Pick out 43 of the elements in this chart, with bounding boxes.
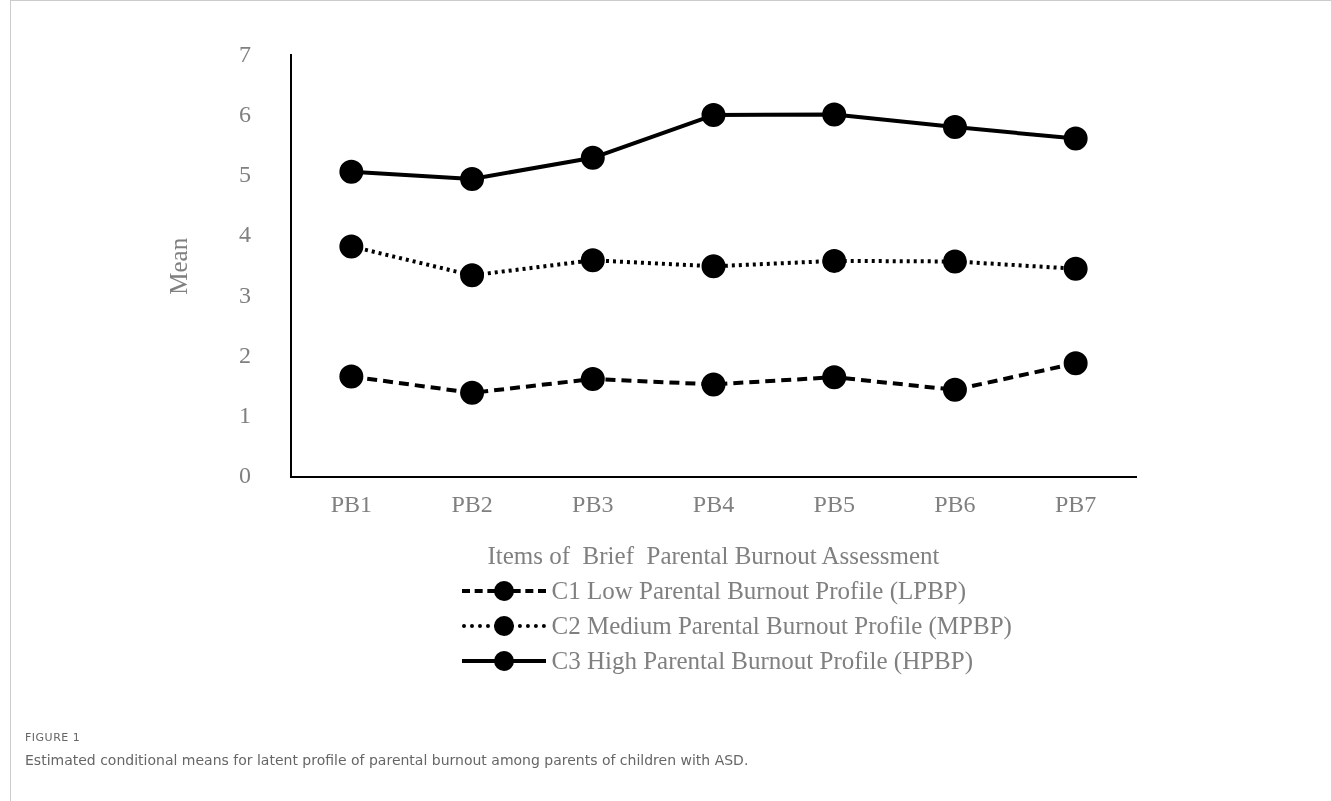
y-tick-label: 5 — [239, 161, 251, 188]
y-tick-label: 3 — [239, 281, 251, 308]
x-tick-label: PB4 — [692, 490, 735, 517]
y-tick-label: 1 — [239, 402, 251, 429]
point — [460, 166, 485, 191]
point — [942, 249, 967, 274]
point — [701, 254, 726, 279]
x-tick-label: PB1 — [330, 490, 373, 517]
caption: FIGURE 1 — [25, 731, 82, 744]
y-tick-label: 6 — [239, 100, 251, 127]
point — [1063, 126, 1088, 151]
y-axis-title: Mean — [164, 237, 192, 295]
x-tick-label: PB3 — [572, 490, 614, 517]
y-tick-label: 7 — [239, 40, 251, 67]
point — [942, 377, 967, 402]
point — [1063, 256, 1088, 281]
point — [822, 248, 847, 273]
point — [580, 366, 605, 391]
point — [822, 365, 847, 390]
point — [339, 159, 364, 184]
point — [1063, 351, 1088, 376]
point — [580, 145, 605, 170]
point — [580, 248, 605, 273]
point — [460, 380, 485, 405]
point — [460, 263, 485, 288]
y-tick-label: 2 — [239, 341, 251, 368]
point — [701, 103, 726, 128]
point — [701, 372, 726, 397]
y-tick-label: 0 — [239, 462, 251, 489]
x-axis-title: Items of Brief Parental Burnout Assessment — [487, 541, 940, 569]
point — [942, 115, 967, 140]
legend-label: C3 High Parental Burnout Profile (HPBP) — [551, 646, 974, 675]
x-tick-label: PB5 — [813, 490, 855, 517]
legend-label: C2 Medium Parental Burnout Profile (MPBP) — [551, 611, 1012, 640]
x-tick-label: PB6 — [934, 490, 976, 517]
point — [339, 364, 364, 389]
text: Estimated conditional means for latent profile of parental burnout among parents of children with ASD. — [25, 752, 749, 768]
x-tick-label: PB7 — [1054, 490, 1097, 517]
legend-label: C1 Low Parental Burnout Profile (LPBP) — [551, 576, 967, 605]
y-tick-label: 4 — [239, 221, 251, 248]
x-tick-label: PB2 — [451, 490, 493, 517]
point — [339, 234, 364, 259]
point — [822, 102, 847, 127]
